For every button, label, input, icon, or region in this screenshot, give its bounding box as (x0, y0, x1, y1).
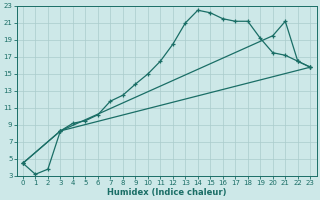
X-axis label: Humidex (Indice chaleur): Humidex (Indice chaleur) (107, 188, 226, 197)
